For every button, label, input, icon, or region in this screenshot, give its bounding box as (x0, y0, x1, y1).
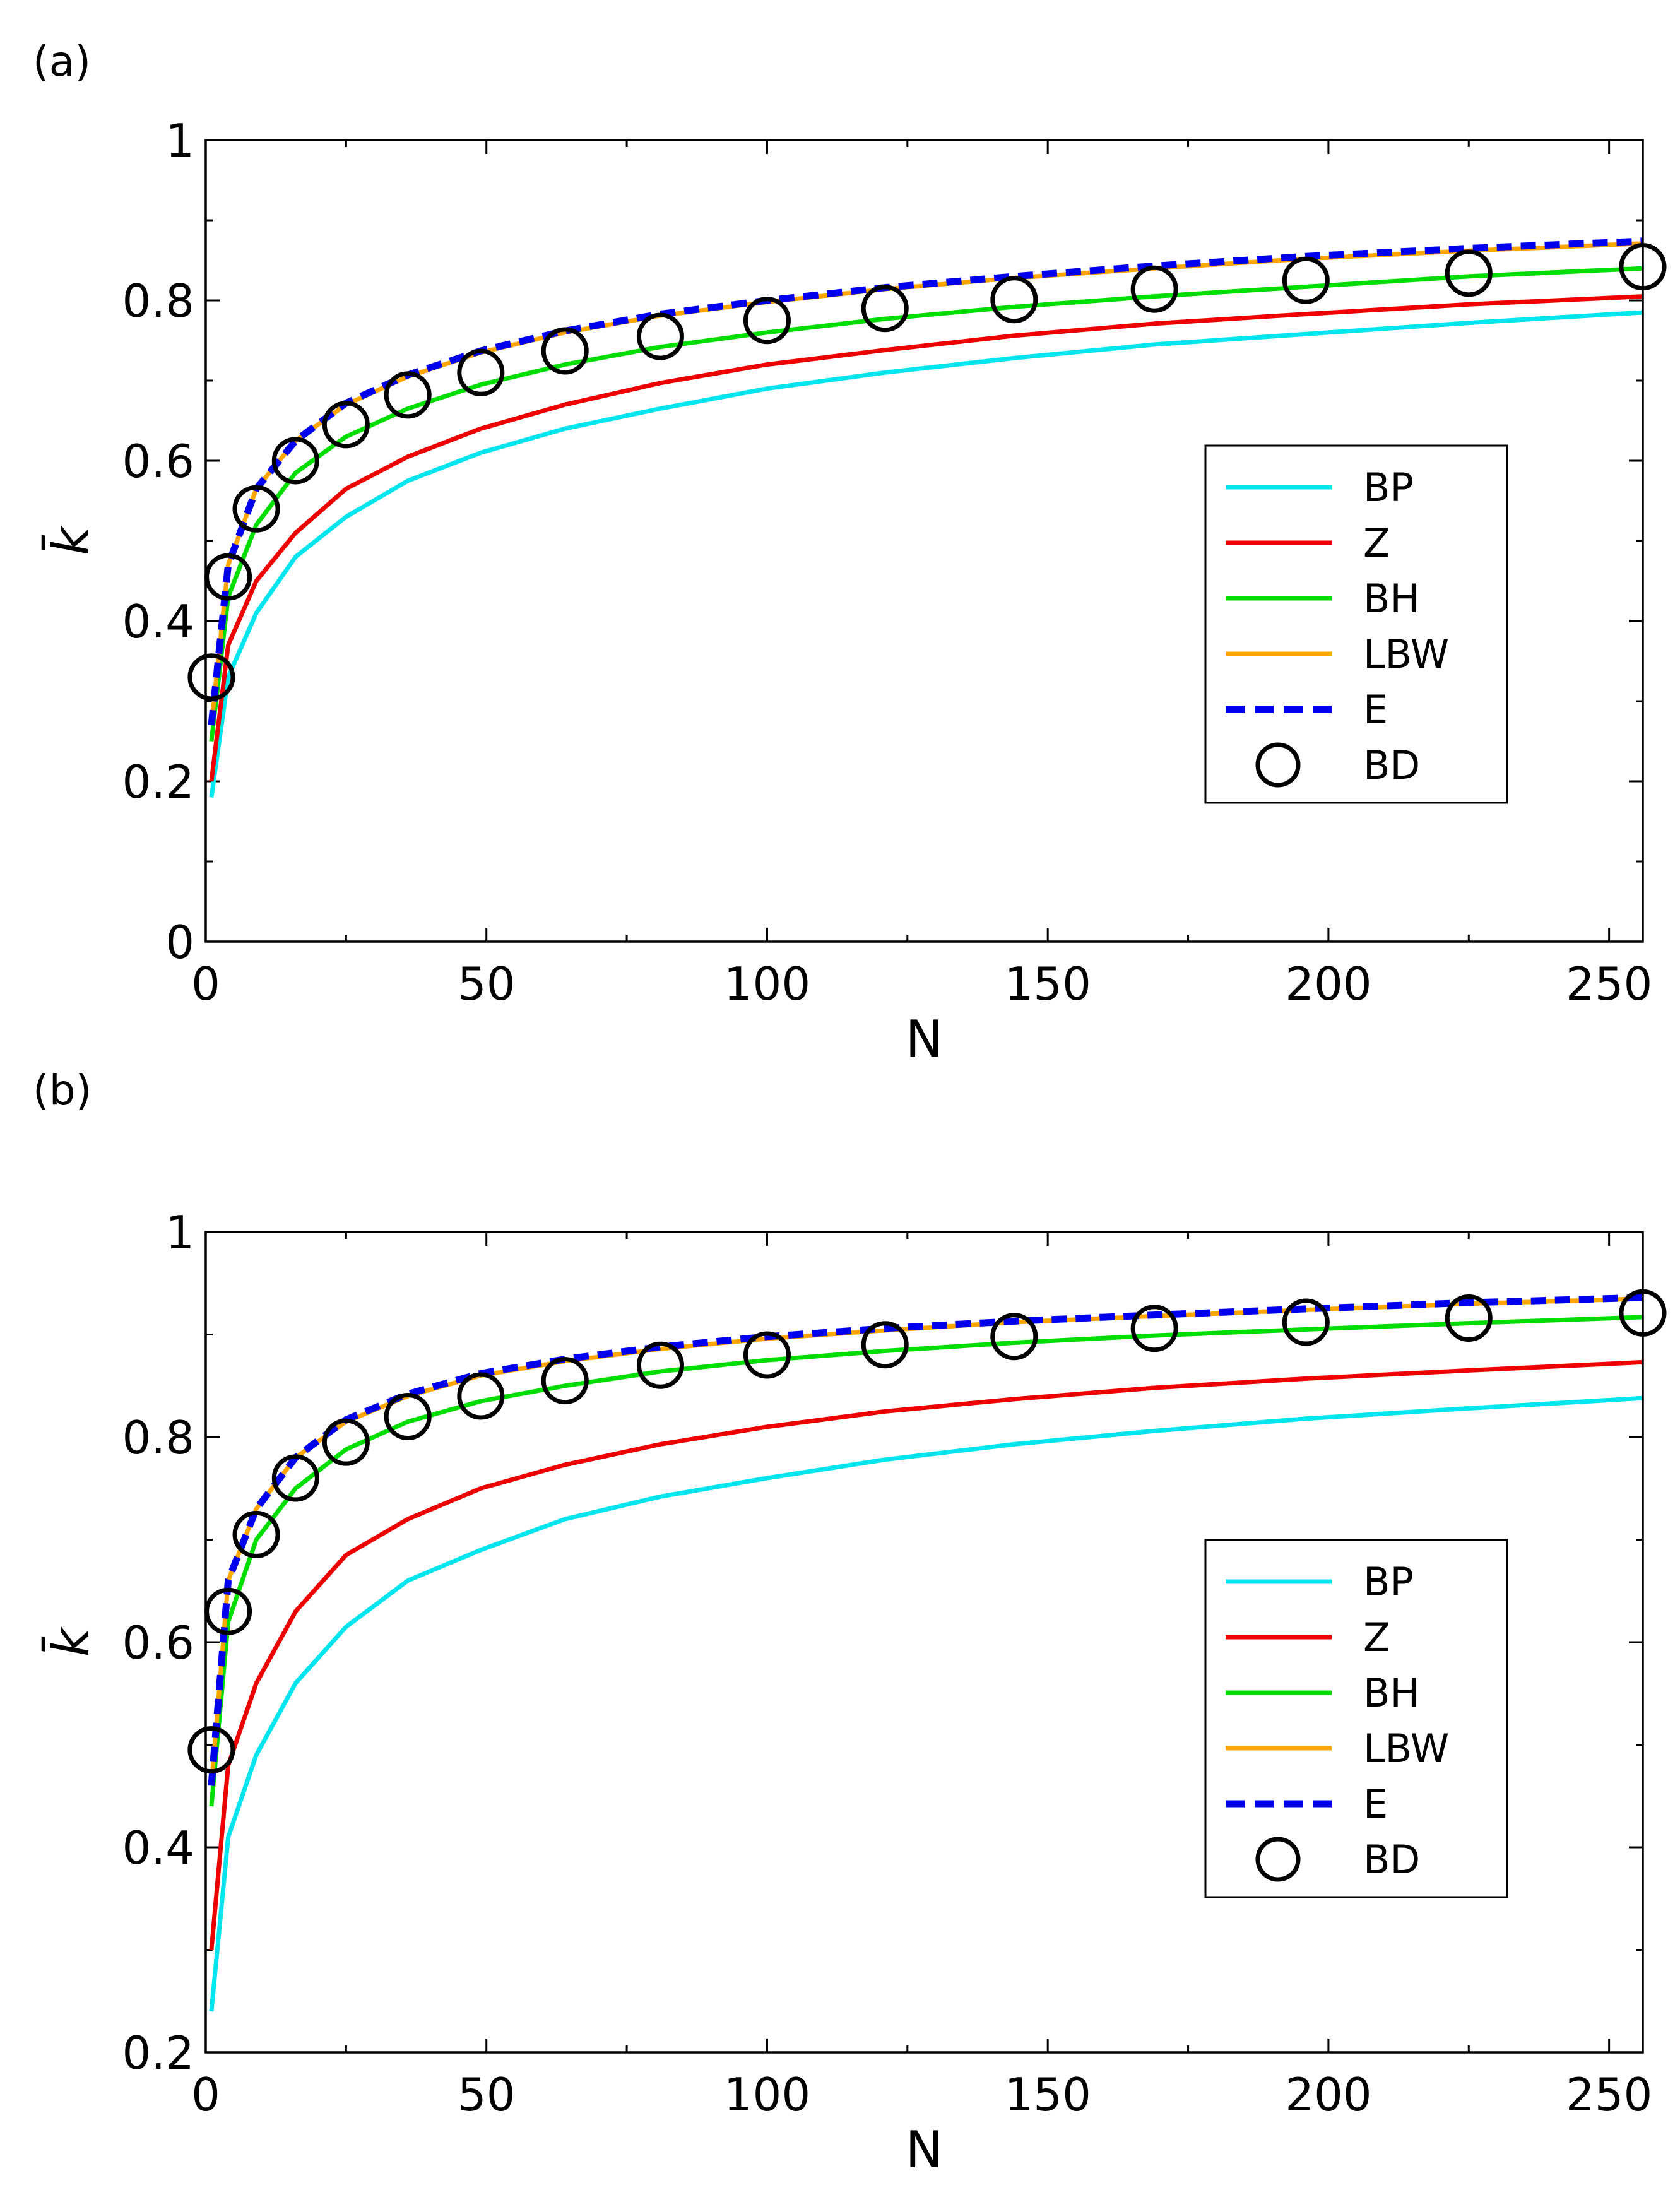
y-tick-label: 0.6 (122, 435, 194, 488)
marker-bd (1282, 1298, 1330, 1346)
marker-bd (384, 1393, 432, 1440)
marker-bd (990, 1313, 1038, 1361)
y-tick-label: 0.8 (122, 1411, 194, 1464)
y-tick-label: 0.2 (122, 2027, 194, 2080)
x-tick-label: 100 (724, 2068, 810, 2121)
y-tick-label: 0.2 (122, 755, 194, 808)
x-tick-label: 200 (1285, 2068, 1371, 2121)
y-tick-label: 0.6 (122, 1616, 194, 1669)
marker-bd (322, 1418, 370, 1466)
series-markers-bd (187, 243, 1667, 701)
marker-bd (861, 285, 909, 333)
legend-label-lbw: LBW (1363, 1725, 1449, 1772)
x-tick-label: 200 (1285, 957, 1371, 1010)
plot-frame (204, 1231, 1644, 2054)
legend-label-z: Z (1363, 1614, 1390, 1660)
marker-bd (271, 1454, 319, 1502)
series-line-z (209, 294, 1643, 782)
series-line-bp (209, 310, 1643, 798)
y-tick-label: 1 (165, 114, 194, 167)
legend: BP Z BH LBW E BD (1204, 1539, 1508, 1898)
marker-bd (457, 348, 505, 396)
marker-bd (271, 437, 319, 485)
chart-panel-1: (a) 0 50 100 150 200 250 0 0.2 0.4 0.6 0.8 1 Nk̄ BP Z BH… (33, 37, 1667, 1068)
legend-label-bd: BD (1363, 742, 1420, 788)
legend-label-bp: BP (1363, 465, 1414, 511)
marker-bd (990, 276, 1038, 324)
y-axis-label: k̄ (41, 524, 100, 555)
x-tick-label: 150 (1004, 957, 1091, 1010)
y-tick-label: 0 (165, 916, 194, 969)
x-tick-label: 250 (1566, 957, 1652, 1010)
x-tick-label: 0 (191, 957, 220, 1010)
marker-bd (861, 1321, 909, 1369)
marker-bd (1130, 1305, 1178, 1352)
marker-bd (1130, 265, 1178, 313)
marker-bd (187, 653, 235, 701)
marker-bd (1445, 1294, 1493, 1342)
y-tick-label: 0.4 (122, 595, 194, 648)
x-tick-label: 150 (1004, 2068, 1091, 2121)
x-tick-label: 50 (458, 2068, 516, 2121)
series-line-bp (209, 1395, 1643, 2012)
marker-bd (636, 1341, 684, 1389)
x-axis-label: N (906, 2121, 944, 2179)
marker-bd (541, 1357, 589, 1405)
x-tick-label: 250 (1566, 2068, 1652, 2121)
plot-frame (204, 139, 1644, 943)
marker-bd (1445, 249, 1493, 297)
marker-bd (232, 485, 280, 533)
x-tick-label: 100 (724, 957, 810, 1010)
legend-swatch-bd (1255, 1837, 1301, 1882)
legend-label-lbw: LBW (1363, 631, 1449, 677)
marker-bd (636, 312, 684, 360)
marker-bd (743, 297, 791, 345)
series-line-z (209, 1359, 1643, 1950)
legend-label-bp: BP (1363, 1559, 1414, 1605)
legend-label-z: Z (1363, 520, 1390, 566)
legend-label-bh: BH (1363, 1670, 1419, 1716)
x-axis-label: N (906, 1010, 944, 1068)
legend-label-bd: BD (1363, 1837, 1420, 1883)
marker-bd (743, 1331, 791, 1379)
y-tick-label: 1 (165, 1206, 194, 1259)
chart-panel-2: (b) 0 50 100 150 200 250 0.2 0.4 0.6 0.8 1 Nk̄ BP Z BH L… (33, 1066, 1667, 2179)
marker-bd (1282, 256, 1330, 304)
marker-bd (322, 401, 370, 449)
legend: BP Z BH LBW E BD (1204, 444, 1508, 804)
marker-bd (232, 1510, 280, 1558)
legend-label-e: E (1363, 1781, 1388, 1827)
y-axis-label: k̄ (41, 1626, 100, 1657)
panel-label: (a) (33, 37, 91, 86)
x-tick-label: 50 (458, 957, 516, 1010)
marker-bd (384, 371, 432, 419)
marker-bd (457, 1372, 505, 1420)
legend-swatch-bd (1255, 742, 1301, 788)
y-tick-label: 0.4 (122, 1821, 194, 1874)
y-tick-label: 0.8 (122, 275, 194, 328)
legend-box (1204, 444, 1508, 804)
legend-label-bh: BH (1363, 576, 1419, 622)
series-line-bh (209, 1315, 1643, 1807)
x-tick-label: 0 (191, 2068, 220, 2121)
marker-bd (187, 1726, 235, 1774)
legend-box (1204, 1539, 1508, 1898)
panel-label: (b) (33, 1066, 92, 1115)
marker-bd (541, 327, 589, 375)
legend-label-e: E (1363, 687, 1388, 733)
